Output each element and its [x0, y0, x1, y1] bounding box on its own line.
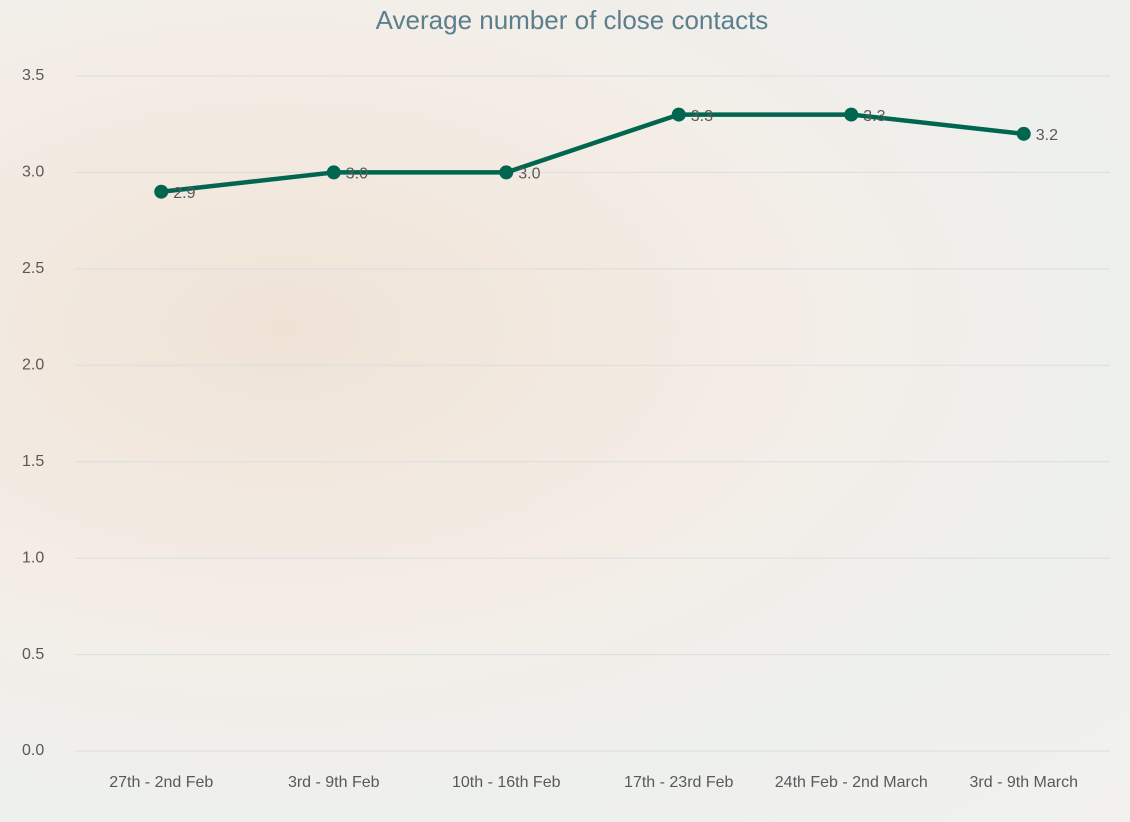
marker — [1017, 127, 1031, 141]
marker — [327, 165, 341, 179]
y-tick-label: 1.5 — [22, 453, 44, 470]
x-tick-label: 24th Feb - 2nd March — [771, 772, 931, 793]
y-tick-label: 0.0 — [22, 742, 44, 759]
y-tick-label: 2.0 — [22, 357, 44, 374]
x-tick-label: 10th - 16th Feb — [426, 772, 586, 793]
chart-container: Average number of close contacts 0.0 0.5 1… — [0, 0, 1130, 822]
line — [161, 115, 1024, 192]
y-tick-label: 0.5 — [22, 646, 44, 663]
chart-title: Average number of close contacts — [376, 5, 769, 35]
marker — [154, 185, 168, 199]
y-tick-label: 2.5 — [22, 260, 44, 277]
marker — [499, 165, 513, 179]
x-tick-label: 27th - 2nd Feb — [81, 772, 241, 793]
y-tick-label: 1.0 — [22, 549, 44, 566]
data-label: 3.0 — [518, 166, 540, 183]
data-label: 3.3 — [691, 108, 713, 125]
data-label: 3.3 — [863, 108, 885, 125]
data-label: 2.9 — [173, 185, 195, 202]
x-tick-label: 17th - 23rd Feb — [599, 772, 759, 793]
data-label: 3.2 — [1036, 127, 1058, 144]
x-tick-label: 3rd - 9th Feb — [254, 772, 414, 793]
y-tick-label: 3.5 — [22, 67, 44, 84]
data-label: 3.0 — [346, 166, 368, 183]
marker — [844, 108, 858, 122]
marker — [672, 108, 686, 122]
chart: Average number of close contacts 0.0 0.5 1… — [0, 0, 1130, 822]
y-tick-label: 3.0 — [22, 164, 44, 181]
x-tick-label: 3rd - 9th March — [944, 772, 1104, 793]
